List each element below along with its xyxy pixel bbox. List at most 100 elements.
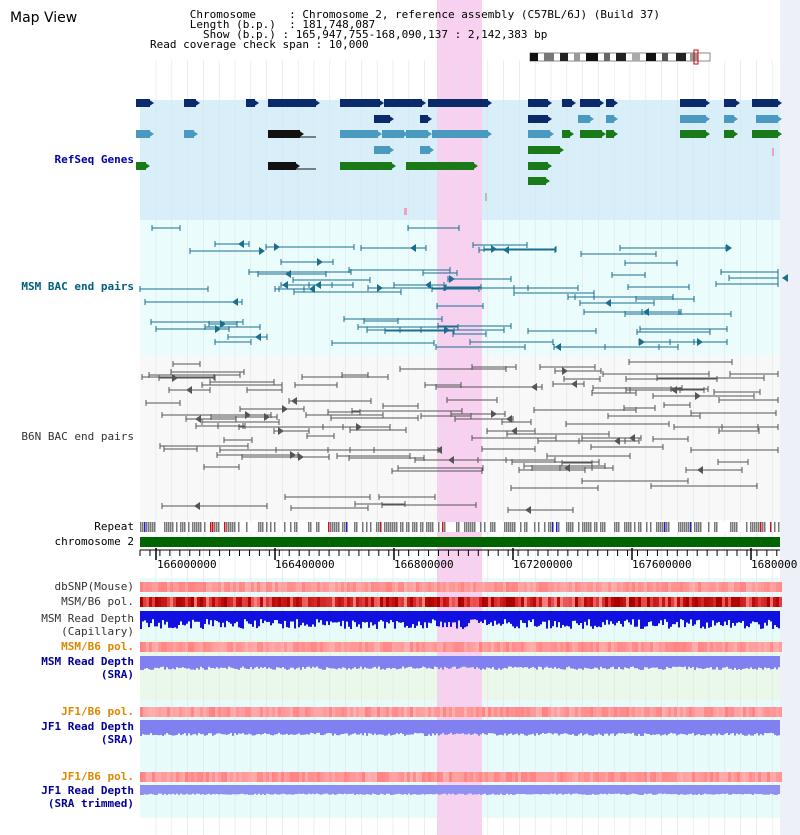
msm-b6-polymorphism bbox=[779, 642, 782, 652]
dbsnp-density bbox=[527, 582, 530, 592]
msm-read-depth-capillary bbox=[214, 611, 216, 621]
repeat-element bbox=[180, 522, 182, 532]
msm-read-depth-sra bbox=[288, 656, 290, 670]
msm-read-depth-capillary bbox=[176, 611, 178, 629]
msm-b6-polymorphism bbox=[293, 642, 296, 652]
msm-b6-polymorphism bbox=[596, 642, 599, 652]
jf1-read-depth-trimmed bbox=[214, 785, 216, 795]
repeat-element bbox=[232, 522, 234, 532]
repeat-element bbox=[596, 522, 598, 532]
jf1-b6-polymorphism bbox=[176, 772, 179, 782]
jf1-b6-polymorphism bbox=[467, 707, 470, 717]
jf1-b6-polymorphism bbox=[563, 707, 566, 717]
msm-read-depth-capillary bbox=[748, 611, 750, 628]
msm-read-depth-capillary bbox=[694, 611, 696, 625]
msm-read-depth-sra bbox=[614, 656, 616, 670]
jf1-read-depth-trimmed bbox=[330, 785, 332, 795]
jf1-read-depth-trimmed bbox=[684, 785, 686, 795]
msm-read-depth-sra bbox=[266, 656, 268, 669]
jf1-read-depth-trimmed bbox=[580, 785, 582, 795]
msm-b6-polymorphism bbox=[587, 597, 590, 607]
msm-b6-polymorphism bbox=[485, 642, 488, 652]
msm-read-depth-capillary bbox=[678, 611, 680, 628]
msm-read-depth-capillary bbox=[454, 611, 456, 623]
msm-b6-polymorphism bbox=[497, 642, 500, 652]
msm-b6-polymorphism bbox=[173, 597, 176, 607]
msm-read-depth-sra bbox=[494, 656, 496, 670]
msm-b6-polymorphism bbox=[149, 597, 152, 607]
jf1-read-depth-trimmed bbox=[736, 785, 738, 795]
dbsnp-density bbox=[734, 582, 737, 592]
dbsnp-density bbox=[512, 582, 515, 592]
jf1-b6-polymorphism bbox=[323, 772, 326, 782]
msm-read-depth-sra bbox=[444, 656, 446, 667]
refseq-gene-exon bbox=[406, 162, 474, 170]
msm-read-depth-capillary bbox=[202, 611, 204, 629]
msm-bac-pair-arrow bbox=[238, 240, 244, 248]
msm-read-depth-sra bbox=[172, 656, 174, 669]
msm-read-depth-sra bbox=[280, 656, 282, 669]
msm-read-depth-sra bbox=[604, 656, 606, 669]
msm-b6-polymorphism bbox=[686, 597, 689, 607]
dbsnp-density bbox=[761, 582, 764, 592]
msm-b6-polymorphism bbox=[767, 642, 770, 652]
jf1-b6-polymorphism bbox=[311, 772, 314, 782]
dbsnp-density bbox=[296, 582, 299, 592]
jf1-read-depth-trimmed bbox=[228, 785, 230, 795]
jf1-read-depth-sra bbox=[666, 720, 668, 736]
jf1-read-depth-sra bbox=[576, 720, 578, 736]
dbsnp-density bbox=[389, 582, 392, 592]
refseq-gene-exon bbox=[606, 115, 614, 123]
jf1-b6-polymorphism bbox=[188, 707, 191, 717]
msm-read-depth-sra bbox=[640, 656, 642, 670]
msm-read-depth-capillary bbox=[460, 611, 462, 627]
jf1-b6-polymorphism bbox=[521, 707, 524, 717]
track-label-b6n-bac[interactable]: B6N BAC end pairs bbox=[21, 430, 134, 443]
jf1-read-depth-trimmed bbox=[646, 785, 648, 795]
msm-read-depth-capillary bbox=[478, 611, 480, 623]
msm-read-depth-sra bbox=[722, 656, 724, 668]
msm-read-depth-capillary bbox=[520, 611, 522, 621]
msm-b6-polymorphism bbox=[653, 642, 656, 652]
dbsnp-density bbox=[482, 582, 485, 592]
dbsnp-density bbox=[686, 582, 689, 592]
ideogram-band bbox=[662, 53, 668, 61]
jf1-b6-polymorphism bbox=[452, 707, 455, 717]
dbsnp-density bbox=[596, 582, 599, 592]
msm-read-depth-capillary bbox=[720, 611, 722, 626]
msm-read-depth-capillary bbox=[212, 611, 214, 627]
jf1-read-depth-trimmed bbox=[236, 785, 238, 795]
track-label-refseq[interactable]: RefSeq Genes bbox=[54, 153, 134, 166]
msm-read-depth-sra bbox=[390, 656, 392, 669]
jf1-b6-polymorphism bbox=[641, 707, 644, 717]
msm-read-depth-sra bbox=[484, 656, 486, 670]
msm-b6-polymorphism bbox=[221, 597, 224, 607]
jf1-b6-polymorphism bbox=[545, 707, 548, 717]
msm-read-depth-capillary bbox=[578, 611, 580, 626]
dbsnp-density bbox=[284, 582, 287, 592]
msm-b6-polymorphism bbox=[611, 597, 614, 607]
jf1-b6-polymorphism bbox=[230, 707, 233, 717]
msm-b6-polymorphism bbox=[722, 597, 725, 607]
msm-b6-polymorphism bbox=[719, 642, 722, 652]
msm-read-depth-sra bbox=[350, 656, 352, 670]
jf1-b6-polymorphism bbox=[560, 772, 563, 782]
strand-arrow bbox=[776, 115, 782, 123]
jf1-b6-polymorphism bbox=[725, 707, 728, 717]
dbsnp-density bbox=[185, 582, 188, 592]
msm-read-depth-capillary bbox=[330, 611, 332, 622]
jf1-b6-polymorphism bbox=[632, 772, 635, 782]
jf1-read-depth-sra bbox=[170, 720, 172, 736]
msm-b6-polymorphism bbox=[257, 597, 260, 607]
track-label-msm-bac[interactable]: MSM BAC end pairs bbox=[21, 280, 134, 293]
dbsnp-density bbox=[668, 582, 671, 592]
b6n-bac-pair-arrow bbox=[562, 367, 568, 375]
jf1-read-depth-sra bbox=[154, 720, 156, 735]
jf1-read-depth-sra bbox=[582, 720, 584, 736]
msm-b6-polymorphism bbox=[227, 597, 230, 607]
msm-read-depth-sra bbox=[572, 656, 574, 669]
jf1-b6-polymorphism bbox=[155, 707, 158, 717]
msm-b6-polymorphism bbox=[233, 597, 236, 607]
b6n-bac-pair-arrow bbox=[629, 434, 635, 442]
